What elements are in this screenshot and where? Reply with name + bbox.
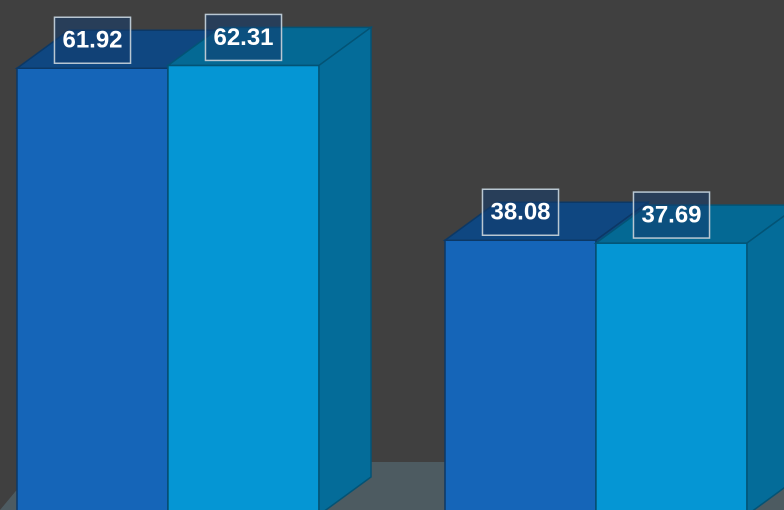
bar-front (595, 242, 748, 510)
bar-front (444, 239, 597, 510)
bar-side (318, 25, 372, 510)
data-label-box (53, 16, 132, 64)
data-label: 38.08 (490, 199, 550, 226)
data-label-box (632, 191, 711, 239)
data-label-box (204, 13, 283, 62)
bar-front (167, 64, 320, 510)
data-label-box (481, 188, 560, 237)
bar-side (746, 215, 784, 510)
data-label: 61.92 (62, 27, 122, 54)
bar (165, 25, 374, 510)
data-label: 37.69 (641, 201, 701, 228)
data-label: 62.31 (213, 24, 273, 51)
bar-front (16, 67, 169, 510)
bar (593, 204, 784, 510)
